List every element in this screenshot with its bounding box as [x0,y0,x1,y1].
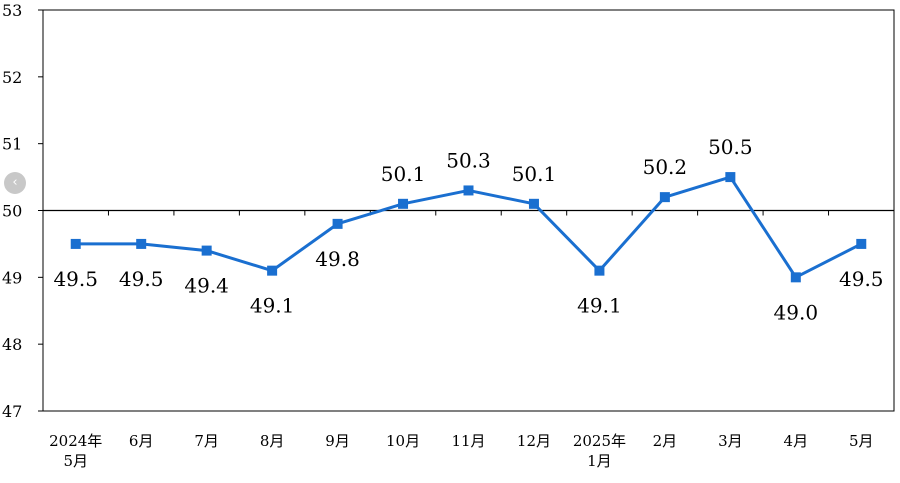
data-label: 49.8 [315,247,360,271]
x-tick-label: 2024年 5月 [49,432,102,470]
x-tick-label: 5月 [849,432,874,450]
y-tick-label: 52 [2,68,22,87]
data-point [136,238,147,249]
y-axis-ticks: 47 48 49 50 51 52 53 [2,1,43,421]
x-tick-label: 4月 [784,432,809,450]
data-point [725,172,736,183]
x-tick-label: 2月 [653,432,678,450]
x-tick-label: 10月 [386,432,420,450]
x-tick-label: 3月 [718,432,743,450]
data-label: 50.3 [446,148,491,172]
x-tick-label: 6月 [129,432,154,450]
x-tick-label: 11月 [451,432,485,450]
data-labels: 49.5 49.5 49.4 49.1 49.8 50.1 50.3 50.1 49.1 50.2… [53,135,883,324]
data-label: 50.5 [708,135,753,159]
data-label: 49.1 [250,294,295,318]
data-point [70,238,81,249]
x-tick-label: 12月 [517,432,551,450]
y-tick-label: 48 [2,335,22,354]
data-point [528,198,539,209]
data-label: 49.4 [184,274,229,298]
data-point [659,192,670,203]
y-tick-label: 49 [2,268,22,287]
data-point [856,238,867,249]
data-point [267,265,278,276]
data-label: 49.0 [774,300,819,324]
data-series [70,172,867,283]
data-point [594,265,605,276]
x-axis-ticks: 2024年 5月 6月 7月 8月 9月 10月 11月 12月 2025年 1月 2月 3月 4月 5月 [49,432,873,470]
y-tick-label: 50 [2,202,22,221]
y-tick-label: 47 [2,402,22,421]
data-label: 49.1 [577,294,622,318]
data-label: 50.1 [512,162,557,186]
chevron-left-icon[interactable]: ‹ [4,172,26,194]
x-tick-label: 2025年 1月 [573,432,626,470]
data-label: 49.5 [119,267,164,291]
y-tick-label: 51 [2,135,22,154]
x-tick-label: 9月 [325,432,350,450]
y-tick-label: 53 [2,1,22,20]
data-label: 50.2 [643,155,688,179]
data-point [463,185,474,196]
data-point [790,272,801,283]
data-label: 50.1 [381,162,426,186]
data-point [201,245,212,256]
chart-axes [42,9,895,412]
data-point [332,218,343,229]
data-label: 49.5 [839,267,884,291]
data-label: 49.5 [53,267,98,291]
data-point [398,198,409,209]
x-tick-label: 8月 [260,432,285,450]
x-tick-label: 7月 [194,432,219,450]
